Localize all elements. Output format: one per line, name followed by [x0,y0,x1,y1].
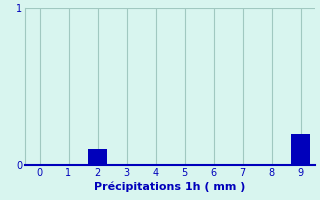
Bar [291,134,310,165]
Bar [88,149,107,165]
X-axis label: Précipitations 1h ( mm ): Précipitations 1h ( mm ) [94,182,246,192]
